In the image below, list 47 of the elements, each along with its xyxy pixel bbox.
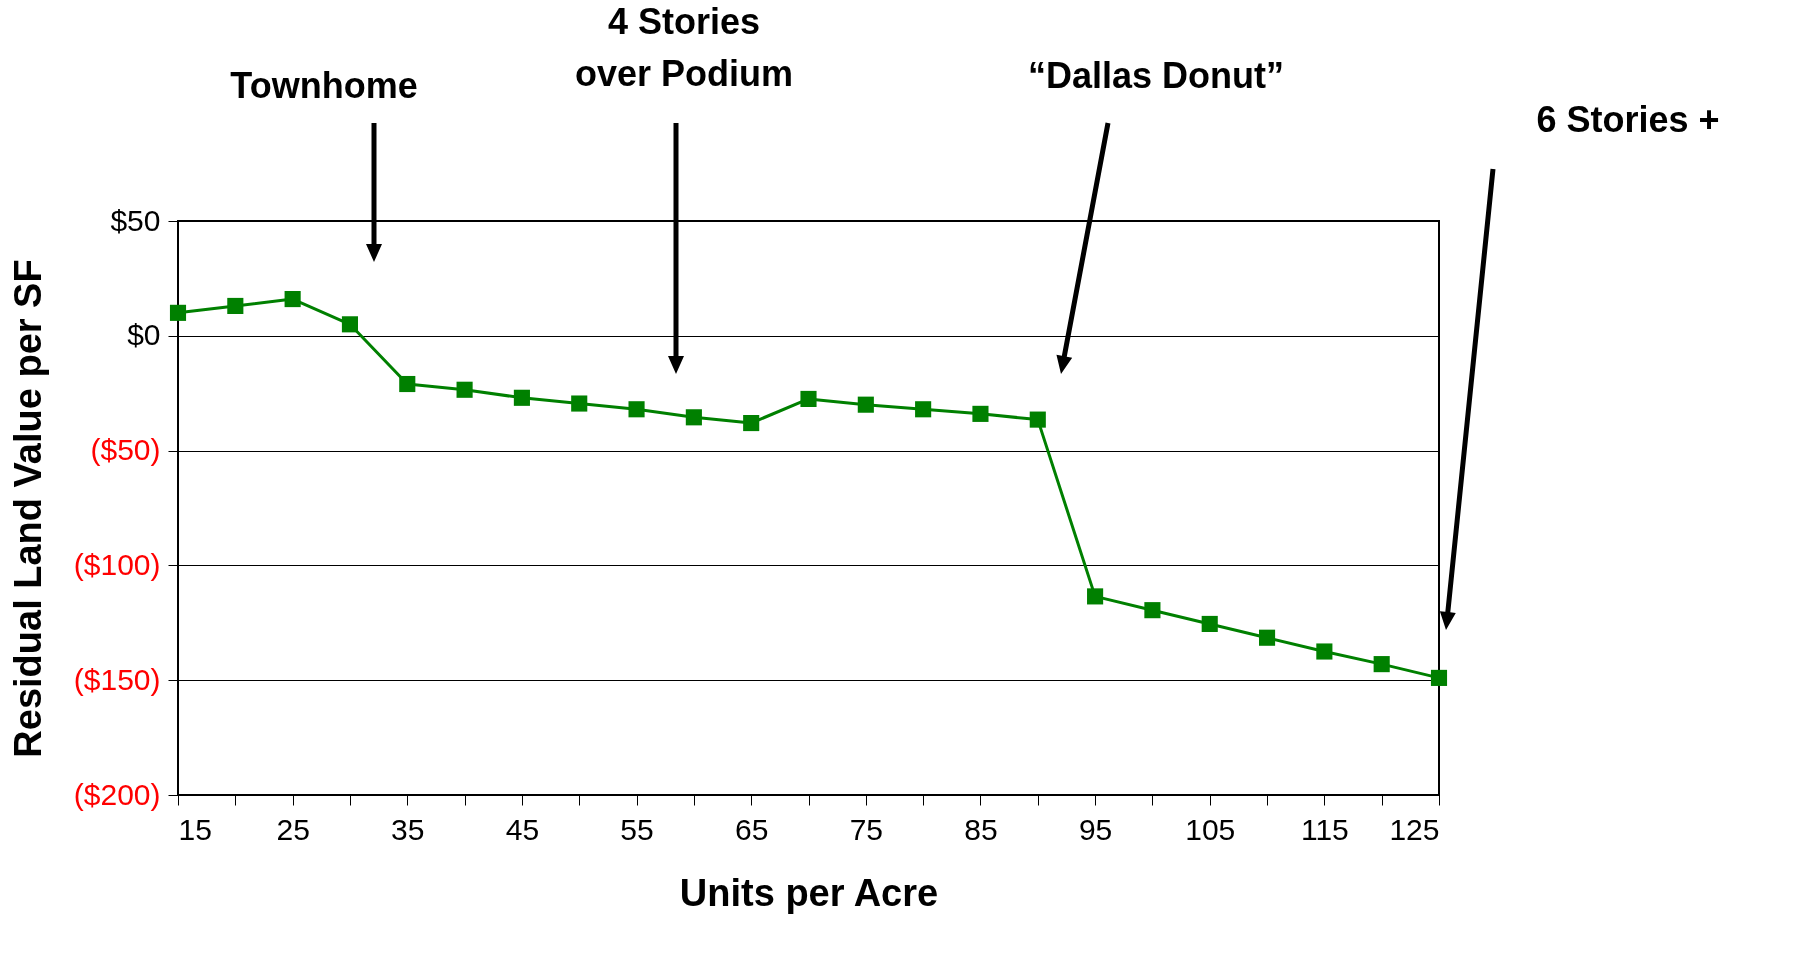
point	[972, 405, 989, 422]
x-tick-label: 35	[391, 812, 425, 846]
point	[513, 389, 530, 406]
x-tick-label: 65	[734, 812, 769, 846]
text: Townhome	[230, 65, 418, 106]
point	[915, 401, 932, 418]
x-tick-label: 105	[1185, 812, 1236, 846]
point	[800, 390, 817, 407]
point	[399, 375, 416, 393]
point	[628, 401, 645, 418]
x-tick-label: 75	[849, 812, 884, 846]
y-tick-label: ($100)	[73, 547, 161, 581]
point	[571, 395, 588, 412]
point	[1087, 588, 1104, 605]
x-axis-title: Units per Acre	[679, 871, 939, 914]
point	[857, 396, 874, 413]
point	[227, 297, 244, 315]
point	[1430, 669, 1448, 686]
point	[1201, 615, 1218, 633]
point	[1373, 656, 1390, 673]
point	[341, 316, 359, 333]
y-tick-label: $50	[110, 203, 161, 237]
x-tick-label: 25	[276, 812, 310, 846]
x-tick-label: 85	[964, 812, 998, 846]
point	[1258, 629, 1276, 646]
point	[1316, 643, 1333, 660]
y-tick-label: ($50)	[90, 433, 161, 467]
x-tick-label: 95	[1078, 812, 1113, 846]
text: “Dallas Donut”	[1027, 55, 1285, 96]
point	[456, 381, 473, 398]
point	[1144, 602, 1161, 619]
x-tick-label: 115	[1300, 812, 1349, 846]
x-tick-label: 125	[1389, 812, 1440, 846]
y-tick-label: $0	[127, 318, 161, 352]
text: 6 Stories +	[1536, 99, 1720, 140]
text: 4 Stories over Podium	[574, 1, 794, 94]
x-tick-label: 45	[505, 812, 540, 846]
point	[1029, 411, 1046, 428]
point	[284, 291, 301, 308]
point	[169, 304, 187, 321]
y-axis-title: Residual Land Value per SF	[6, 259, 49, 758]
point	[685, 409, 702, 426]
y-tick-label: ($200)	[73, 777, 161, 811]
x-tick-label: 55	[620, 812, 654, 846]
y-tick-label: ($150)	[73, 662, 161, 696]
point	[743, 414, 760, 432]
x-tick-label: 15	[178, 812, 212, 846]
